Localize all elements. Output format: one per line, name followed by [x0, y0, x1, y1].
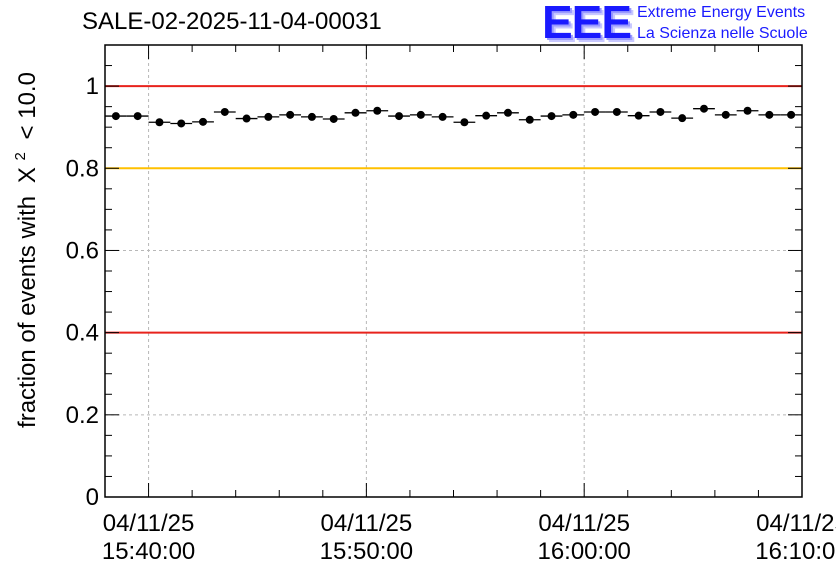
x-tick-time-label: 16:10:00	[755, 538, 836, 565]
data-point	[743, 106, 752, 115]
grid-layer	[105, 45, 802, 497]
data-point	[373, 106, 382, 115]
data-point	[177, 119, 186, 128]
x-tick-date-label: 04/11/25	[321, 510, 413, 537]
eee-logo: EEE Extreme Energy Events La Scienza nel…	[542, 0, 832, 48]
data-point	[678, 114, 687, 123]
data-point	[765, 110, 774, 119]
y-tick-label: 0.6	[66, 237, 99, 264]
reference-lines	[105, 85, 802, 334]
data-point	[721, 110, 730, 119]
y-tick-label: 0.2	[66, 402, 99, 429]
data-point	[351, 108, 360, 117]
data-point	[329, 114, 338, 123]
logo-line2: La Scienza nelle Scuole	[637, 25, 808, 42]
data-point	[155, 118, 164, 127]
y-tick-label: 0	[86, 484, 99, 511]
data-point	[286, 110, 295, 119]
y-axis-label-exponent: 2	[12, 152, 29, 160]
data-point	[699, 104, 708, 113]
data-point	[199, 117, 208, 126]
data-point	[242, 114, 251, 123]
data-point	[416, 110, 425, 119]
data-point	[307, 112, 316, 121]
data-point	[525, 115, 534, 124]
tick-marks	[105, 45, 803, 498]
y-axis-label: fraction of events with X 2 < 10.0	[4, 72, 41, 428]
data-point	[787, 110, 796, 119]
data-series	[105, 104, 802, 128]
logo-mark: EEE	[542, 0, 632, 48]
data-point	[634, 111, 643, 120]
data-point	[656, 107, 665, 116]
data-point	[220, 107, 229, 116]
data-point	[612, 107, 621, 116]
y-axis-label-symbol: X	[14, 167, 41, 183]
x-tick-time-label: 15:50:00	[320, 538, 413, 565]
y-axis-label-main: fraction of events with	[14, 196, 41, 428]
data-point	[395, 112, 404, 121]
x-tick-time-label: 16:00:00	[537, 538, 630, 565]
x-tick-date-label: 04/11/25	[756, 510, 836, 537]
data-point	[547, 112, 556, 121]
data-point	[503, 108, 512, 117]
data-point	[133, 112, 142, 121]
x-tick-date-label: 04/11/25	[103, 510, 195, 537]
data-point	[569, 110, 578, 119]
y-tick-label: 0.8	[66, 155, 99, 182]
data-point	[482, 111, 491, 120]
logo-line1: Extreme Energy Events	[637, 4, 806, 21]
data-point	[264, 112, 273, 121]
data-point	[438, 112, 447, 121]
chart-title: SALE-02-2025-11-04-00031	[82, 8, 382, 35]
data-point	[111, 112, 120, 121]
y-tick-label: 1	[86, 73, 99, 100]
tick-labels: 00.20.40.60.8104/11/2515:40:0004/11/2515…	[66, 73, 836, 565]
data-point	[591, 107, 600, 116]
plot-frame	[104, 44, 803, 498]
data-point	[460, 118, 469, 127]
y-axis-label-tail: < 10.0	[14, 72, 41, 139]
y-tick-label: 0.4	[66, 320, 99, 347]
x-tick-time-label: 15:40:00	[102, 538, 195, 565]
x-tick-date-label: 04/11/25	[538, 510, 630, 537]
